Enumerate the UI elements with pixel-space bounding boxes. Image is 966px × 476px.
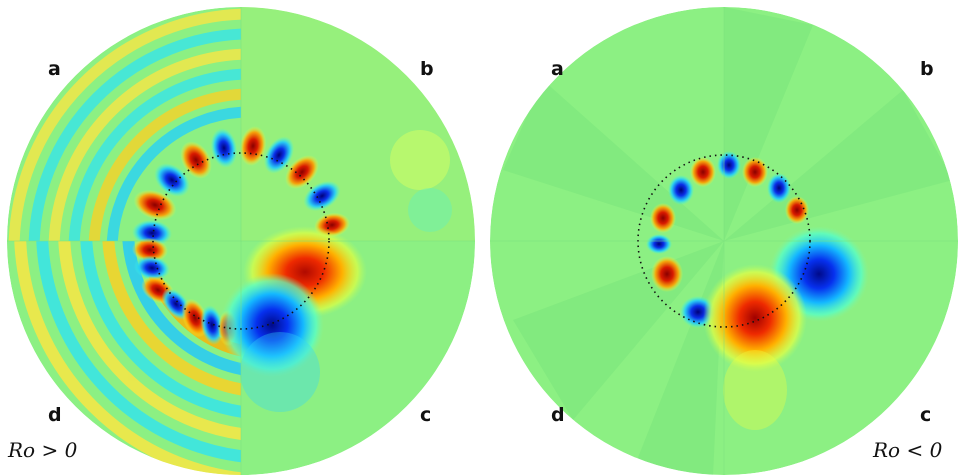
quadrant-label-a: a [551, 58, 564, 80]
quadrant-label-b: b [420, 58, 434, 80]
rossby-regime-label: Ro < 0 [873, 438, 943, 462]
quadrant-label-c: c [420, 404, 432, 426]
panel-ro-negative: a b d c Ro < 0 [483, 0, 966, 476]
rossby-regime-label: Ro > 0 [8, 438, 78, 462]
quadrant-label-d: d [48, 404, 62, 426]
disk-plot-ro-negative [490, 7, 958, 475]
disk-plot-ro-positive [7, 7, 475, 475]
quadrant-label-b: b [920, 58, 934, 80]
quadrant-label-d: d [551, 404, 565, 426]
panel-ro-positive: a b d c Ro > 0 [7, 7, 475, 475]
quadrant-label-c: c [920, 404, 932, 426]
quadrant-label-a: a [48, 58, 61, 80]
